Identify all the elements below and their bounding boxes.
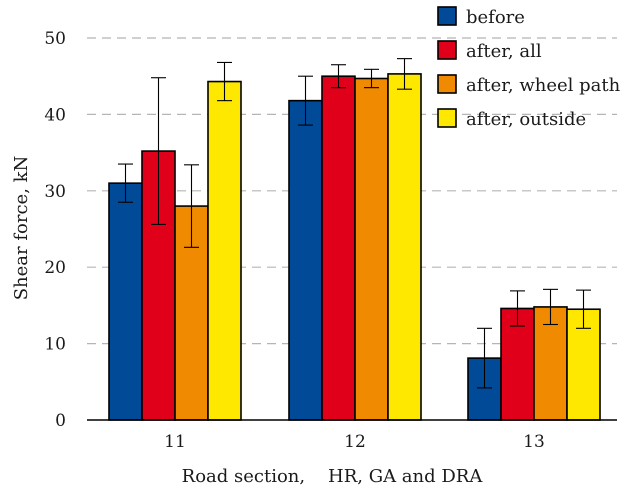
error-bar [477, 327, 492, 389]
error-bars [118, 58, 591, 389]
x-tick-label: 11 [164, 432, 186, 452]
error-bar [217, 61, 232, 102]
error-bar [510, 290, 525, 327]
y-tick-label: 20 [44, 258, 66, 278]
legend: before after, all after, wheel path after, … [437, 6, 621, 130]
bar [207, 80, 242, 421]
legend-label: after, outside [466, 109, 586, 130]
y-tick-label: 10 [44, 335, 66, 355]
error-bar [397, 58, 412, 90]
legend-swatch [437, 108, 457, 128]
y-tick-label: 0 [55, 411, 66, 431]
y-tick-labels: 0 10 20 30 40 50 [44, 29, 66, 431]
x-tick-label: 13 [523, 432, 545, 452]
y-axis-title: Shear force, kN [11, 156, 32, 301]
bar [387, 73, 422, 421]
legend-swatch [437, 40, 457, 60]
y-tick-label: 40 [44, 105, 66, 125]
error-bar [331, 64, 346, 89]
bar [321, 75, 356, 421]
bar [354, 77, 389, 421]
error-bar [576, 289, 591, 329]
error-bar [298, 75, 313, 126]
legend-label: before [466, 7, 525, 28]
bar [288, 99, 323, 421]
error-bar [151, 77, 166, 225]
legend-item: before [437, 6, 525, 28]
legend-swatch [437, 6, 457, 26]
y-tick-label: 30 [44, 182, 66, 202]
legend-label: after, all [466, 41, 542, 62]
x-tick-label: 12 [344, 432, 366, 452]
error-bar [364, 68, 379, 89]
legend-item: after, wheel path [437, 74, 621, 96]
legend-label: after, wheel path [466, 75, 621, 96]
bar [533, 306, 568, 421]
x-axis-title: Road section, HR, GA and DRA [182, 466, 484, 487]
legend-item: after, all [437, 40, 542, 62]
legend-swatch [437, 74, 457, 94]
bar [108, 182, 143, 421]
x-tick-labels: 11 12 13 [164, 432, 545, 452]
error-bar [184, 164, 199, 248]
error-bar [543, 288, 558, 326]
y-tick-label: 50 [44, 29, 66, 49]
error-bar [118, 163, 133, 203]
legend-item: after, outside [437, 108, 586, 130]
